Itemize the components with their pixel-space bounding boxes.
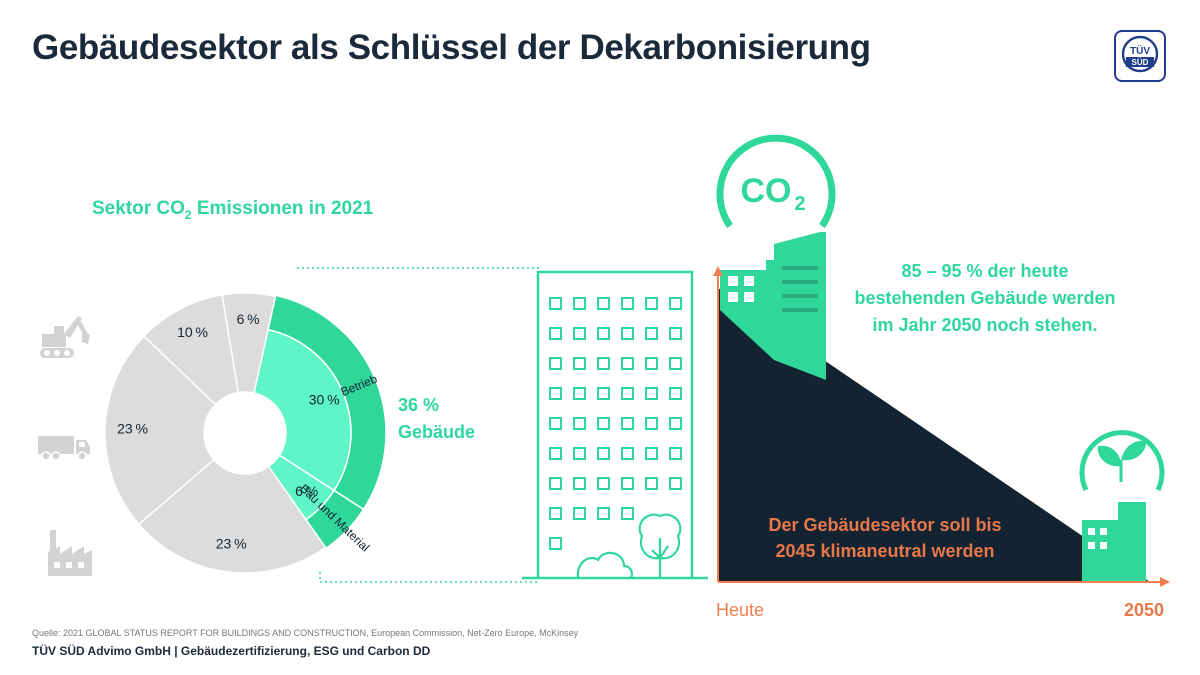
building-window — [669, 387, 682, 400]
x-axis-end-label: 2050 — [1124, 600, 1165, 620]
building-window — [597, 477, 610, 490]
office-building-illustration — [522, 270, 708, 580]
building-window — [549, 387, 562, 400]
building-window — [645, 447, 658, 460]
leaf-icon — [1079, 430, 1165, 492]
factory-icon — [48, 530, 92, 576]
building-window — [549, 357, 562, 370]
tree-icon — [638, 513, 682, 578]
building-window — [645, 297, 658, 310]
building-window — [669, 417, 682, 430]
slice-value-label: 6 % — [295, 483, 318, 499]
building-window — [621, 417, 634, 430]
co2-cloud-icon: CO 2 — [716, 134, 836, 228]
building-window — [669, 327, 682, 340]
slice-value-label: 23 % — [117, 421, 148, 437]
gebaeude-ring-segment — [304, 489, 365, 550]
building-window — [549, 447, 562, 460]
slice-value-label: 30 % — [309, 391, 340, 407]
building-window — [549, 417, 562, 430]
chart-title-sub: 2 — [184, 207, 192, 222]
building-window — [645, 327, 658, 340]
excavator-icon — [40, 316, 90, 358]
building-window — [669, 357, 682, 370]
building-window — [573, 447, 586, 460]
footer-company: TÜV SÜD Advimo GmbH | Gebäudezertifizier… — [32, 644, 431, 658]
slice-value-label: 6 % — [237, 311, 260, 327]
gebaeude-total-label: 36 % Gebäude — [398, 392, 475, 446]
reduction-triangle-chart — [713, 232, 1170, 587]
building-window — [573, 477, 586, 490]
climate-neutral-statement: Der Gebäudesektor soll bis 2045 klimaneu… — [720, 512, 1050, 564]
building-window — [597, 327, 610, 340]
gebaeude-total-name: Gebäude — [398, 422, 476, 442]
bush-icon — [576, 551, 634, 579]
x-axis-arrow — [1160, 577, 1170, 587]
y-axis-arrow — [713, 266, 723, 276]
building-window — [621, 297, 634, 310]
slice-value-label: 23 % — [216, 535, 247, 551]
co2-text: CO — [741, 172, 792, 210]
building-window — [621, 327, 634, 340]
page-title: Gebäudesektor als Schlüssel der Dekarbon… — [32, 28, 871, 67]
building-large-icon — [720, 232, 826, 380]
building-window — [549, 507, 562, 520]
building-window — [597, 447, 610, 460]
building-window — [645, 387, 658, 400]
building-window — [597, 297, 610, 310]
building-window — [549, 297, 562, 310]
neutral-line2: 2045 klimaneutral werden — [775, 541, 995, 561]
building-window — [597, 387, 610, 400]
co2-sub: 2 — [794, 193, 805, 215]
building-window — [597, 417, 610, 430]
x-axis-start-label: Heute — [716, 600, 765, 620]
building-window — [597, 507, 610, 520]
building-window — [645, 357, 658, 370]
slice-value-label: 10 % — [177, 324, 208, 340]
building-window — [573, 297, 586, 310]
logo-text-top: TÜV — [1130, 44, 1150, 57]
building-window — [621, 357, 634, 370]
logo-text-bottom: SÜD — [1132, 58, 1149, 67]
pie-center-hole — [204, 392, 286, 474]
building-window — [669, 297, 682, 310]
truck-icon — [38, 436, 90, 461]
building-window — [621, 447, 634, 460]
building-small-icon — [1082, 502, 1146, 582]
statement-line2: bestehenden Gebäude werden — [854, 288, 1116, 308]
building-window — [645, 417, 658, 430]
building-window — [597, 357, 610, 370]
gebaeude-total-value: 36 % — [398, 395, 440, 415]
connector-bottom — [319, 572, 540, 583]
statement-line1: 85 – 95 % der heute — [901, 261, 1069, 281]
building-window — [573, 507, 586, 520]
building-window — [621, 477, 634, 490]
building-window — [621, 387, 634, 400]
chart-title-main: Sektor CO — [92, 198, 185, 219]
neutral-line1: Der Gebäudesektor soll bis — [768, 515, 1002, 535]
existing-buildings-statement: 85 – 95 % der heute bestehenden Gebäude … — [820, 258, 1150, 339]
source-note: Quelle: 2021 GLOBAL STATUS REPORT FOR BU… — [32, 628, 579, 638]
statement-line3: im Jahr 2050 noch stehen. — [872, 315, 1098, 335]
building-window — [573, 357, 586, 370]
building-window — [549, 537, 562, 550]
chart-title: Sektor CO2 Emissionen in 2021 — [92, 198, 373, 222]
building-window — [549, 477, 562, 490]
building-window — [573, 417, 586, 430]
chart-title-rest: Emissionen in 2021 — [191, 198, 374, 219]
building-window — [669, 447, 682, 460]
building-window — [621, 507, 634, 520]
building-window — [573, 327, 586, 340]
building-window — [573, 387, 586, 400]
building-window — [669, 477, 682, 490]
building-window — [549, 327, 562, 340]
tuv-sud-logo: TÜV SÜD — [1114, 30, 1166, 82]
building-window — [645, 477, 658, 490]
